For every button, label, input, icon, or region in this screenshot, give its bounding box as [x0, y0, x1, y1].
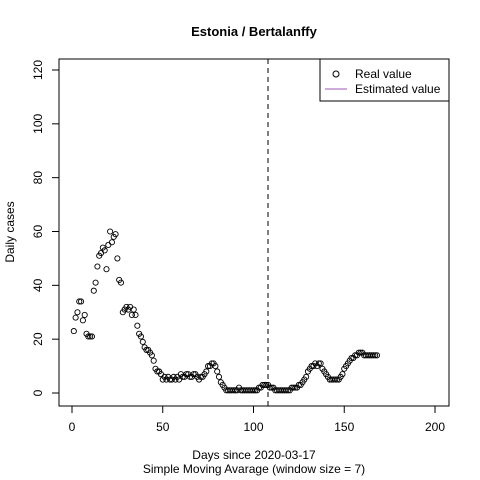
- data-point: [74, 309, 81, 316]
- data-point: [355, 349, 362, 356]
- data-point: [148, 352, 155, 359]
- data-point: [290, 384, 297, 391]
- data-point: [85, 333, 92, 340]
- data-point: [134, 322, 141, 329]
- data-point: [88, 333, 96, 340]
- data-point: [230, 387, 237, 394]
- data-point: [137, 333, 145, 340]
- legend-box: [319, 58, 450, 102]
- data-point: [332, 376, 339, 383]
- data-point: [317, 360, 324, 367]
- y-tick-label: 0: [31, 389, 45, 396]
- data-point: [92, 279, 99, 286]
- x-tick-label: 100: [243, 420, 263, 434]
- y-axis: 0 20 40 60 80 100 120: [31, 60, 60, 396]
- y-tick-label: 100: [31, 114, 45, 134]
- data-point: [117, 279, 125, 286]
- data-point: [283, 387, 290, 394]
- data-point: [150, 357, 157, 364]
- data-point: [339, 371, 346, 378]
- data-point: [112, 231, 119, 238]
- data-point: [76, 298, 83, 305]
- chart-subtitle: Simple Moving Avarage (window size = 7): [143, 462, 365, 476]
- y-tick-label: 60: [31, 225, 45, 239]
- x-tick-label: 0: [69, 420, 76, 434]
- x-tick-label: 150: [334, 420, 354, 434]
- legend-real-value-marker: [332, 70, 340, 78]
- data-point: [101, 247, 108, 254]
- x-axis: 0 50 100 150 200: [69, 405, 445, 434]
- data-point: [70, 328, 77, 335]
- data-point: [103, 266, 110, 273]
- x-tick-label: 50: [156, 420, 170, 434]
- y-tick-label: 120: [31, 60, 45, 80]
- data-point: [303, 373, 310, 380]
- legend-estimated-value-label: Estimated value: [355, 82, 441, 96]
- data-point: [114, 255, 121, 262]
- data-point: [373, 352, 380, 359]
- data-point: [212, 363, 219, 370]
- data-point: [370, 352, 377, 359]
- data-point: [214, 368, 221, 375]
- y-axis-label: Daily cases: [3, 201, 17, 262]
- x-tick-label: 200: [425, 420, 445, 434]
- data-point: [215, 373, 223, 380]
- data-point: [315, 360, 322, 367]
- legend: Real value Estimated value: [319, 58, 450, 102]
- data-point: [78, 298, 85, 305]
- y-tick-label: 80: [31, 171, 45, 185]
- data-point: [203, 368, 210, 375]
- data-point: [128, 311, 135, 318]
- data-point: [250, 387, 257, 394]
- data-point: [81, 311, 88, 318]
- data-point: [90, 287, 97, 294]
- real-value-points: [70, 228, 380, 394]
- chart-title: Estonia / Bertalanffy: [191, 24, 317, 39]
- data-point: [107, 228, 114, 235]
- x-axis-label: Days since 2020-03-17: [192, 448, 316, 462]
- y-tick-label: 20: [31, 332, 45, 346]
- y-tick-label: 40: [31, 278, 45, 292]
- data-point: [79, 317, 86, 324]
- data-point: [130, 306, 137, 313]
- data-point: [139, 338, 146, 345]
- data-point: [266, 384, 273, 391]
- data-point: [261, 381, 268, 388]
- legend-real-value-label: Real value: [355, 67, 412, 81]
- data-point: [72, 314, 79, 321]
- data-point: [372, 352, 379, 359]
- data-point: [94, 263, 101, 270]
- data-point: [87, 333, 94, 340]
- data-point: [132, 311, 139, 318]
- data-point: [108, 239, 115, 246]
